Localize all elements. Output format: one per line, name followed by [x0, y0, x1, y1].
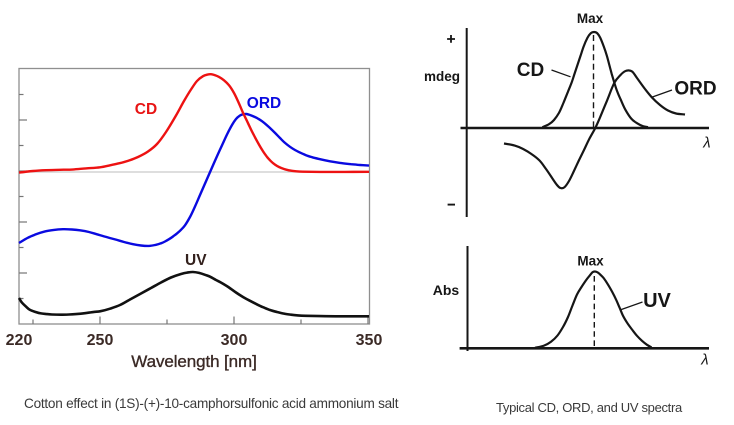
svg-text:Max: Max [577, 254, 604, 269]
svg-text:ORD: ORD [247, 95, 281, 112]
svg-text:220: 220 [6, 332, 33, 349]
svg-text:ORD: ORD [674, 79, 716, 100]
svg-text:CD: CD [517, 60, 544, 81]
svg-text:Cotton effect in (1S)-(+)-10-c: Cotton effect in (1S)-(+)-10-camphorsulf… [24, 396, 399, 411]
svg-text:λ: λ [702, 135, 710, 152]
svg-text:Typical CD, ORD, and UV spectr: Typical CD, ORD, and UV spectra [496, 400, 683, 415]
svg-text:Wavelength [nm]: Wavelength [nm] [131, 352, 256, 371]
svg-text:mdeg: mdeg [424, 69, 460, 84]
svg-text:CD: CD [135, 101, 157, 118]
svg-text:300: 300 [221, 332, 248, 349]
svg-text:Max: Max [577, 11, 604, 26]
svg-text:λ: λ [700, 352, 708, 369]
svg-text:UV: UV [643, 290, 671, 312]
svg-text:Abs: Abs [433, 282, 460, 298]
svg-text:UV: UV [185, 252, 207, 269]
svg-text:250: 250 [87, 332, 114, 349]
svg-text:350: 350 [356, 332, 383, 349]
